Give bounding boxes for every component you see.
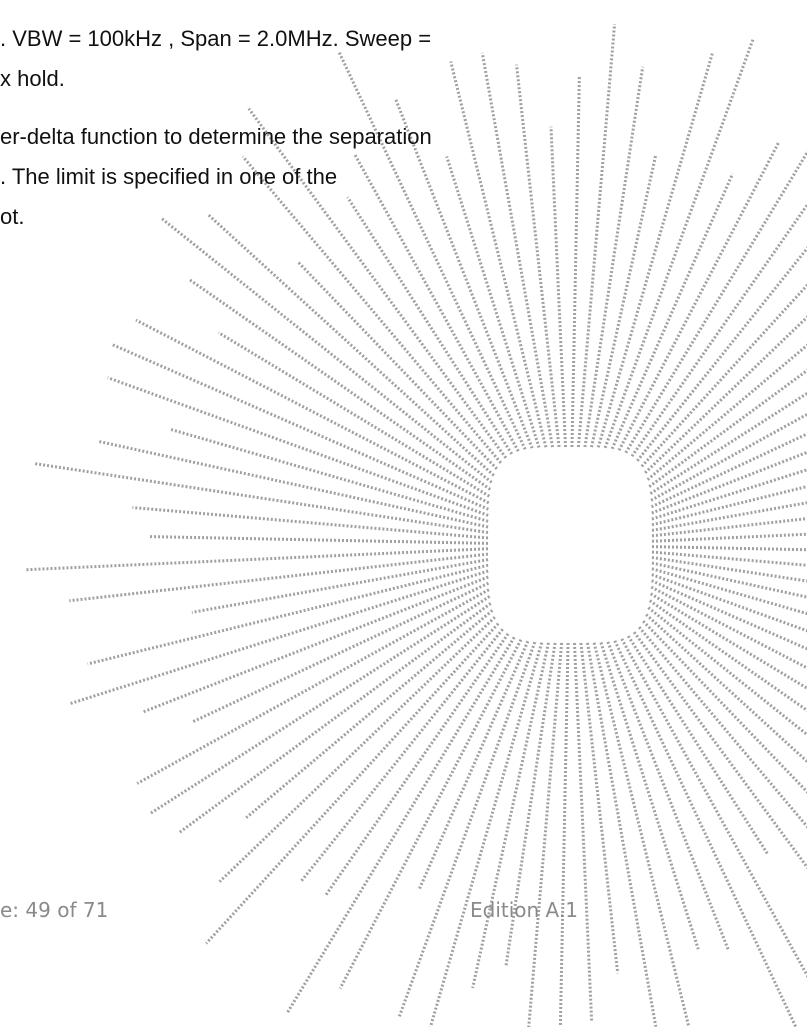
burst-ray <box>150 596 489 813</box>
burst-ray <box>355 154 519 451</box>
burst-ray <box>634 632 807 955</box>
burst-ray <box>615 641 803 1027</box>
body-text-line: ot. <box>0 204 24 230</box>
body-text-line: . The limit is specified in one of the <box>0 164 337 190</box>
body-text-line: er-delta function to determine the separ… <box>0 124 432 150</box>
burst-ray <box>348 197 512 454</box>
burst-ray <box>652 547 807 553</box>
burst-ray <box>208 214 494 475</box>
burst-ray <box>298 262 496 468</box>
burst-ray <box>246 610 492 817</box>
burst-ray <box>608 642 728 950</box>
burst-ray <box>132 508 488 538</box>
burst-ray <box>339 52 525 450</box>
burst-ray <box>340 640 521 989</box>
burst-ray <box>652 494 807 536</box>
burst-ray <box>189 279 491 489</box>
burst-ray <box>218 333 489 497</box>
burst-ray <box>572 75 579 447</box>
page: {"body": {"lines": [". VBW = 100kHz , Sp… <box>0 0 807 1027</box>
burst-ray <box>643 621 807 867</box>
burst-ray <box>424 643 542 1027</box>
burst-ray <box>220 617 495 881</box>
burst-ray <box>652 575 807 727</box>
starburst-background <box>0 0 807 1027</box>
burst-ray <box>585 67 643 447</box>
burst-ray <box>637 233 807 461</box>
burst-ray <box>419 641 528 889</box>
burst-ray <box>594 643 698 1027</box>
burst-ray <box>574 643 591 1022</box>
burst-ray <box>99 441 488 526</box>
burst-ray <box>560 643 568 1027</box>
burst-ray <box>150 537 488 544</box>
burst-ray <box>69 554 488 601</box>
burst-ray <box>34 463 488 532</box>
burst-ray <box>396 100 532 448</box>
burst-ray <box>648 608 807 860</box>
burst-ray <box>628 636 768 855</box>
burst-ray <box>527 643 561 1027</box>
body-text-line: x hold. <box>0 66 65 92</box>
burst-ray <box>578 24 614 447</box>
burst-ray <box>652 581 807 743</box>
burst-ray <box>645 199 807 473</box>
body-text-line: . VBW = 100kHz , Span = 2.0MHz. Sweep = <box>0 26 431 52</box>
burst-ray <box>648 237 807 479</box>
burst-ray <box>517 65 560 447</box>
burst-ray <box>137 590 489 784</box>
footer-edition: Edition A.1 <box>470 898 578 922</box>
burst-ray <box>612 174 732 449</box>
burst-ray <box>482 53 552 447</box>
footer-page: e: 49 of 71 <box>0 898 108 922</box>
burst-ray <box>652 343 807 507</box>
burst-ray <box>136 320 489 503</box>
burst-ray <box>326 634 509 896</box>
burst-ray <box>26 549 488 570</box>
burst-ray <box>652 520 807 541</box>
burst-ray <box>399 642 535 1018</box>
burst-ray <box>587 643 655 1027</box>
